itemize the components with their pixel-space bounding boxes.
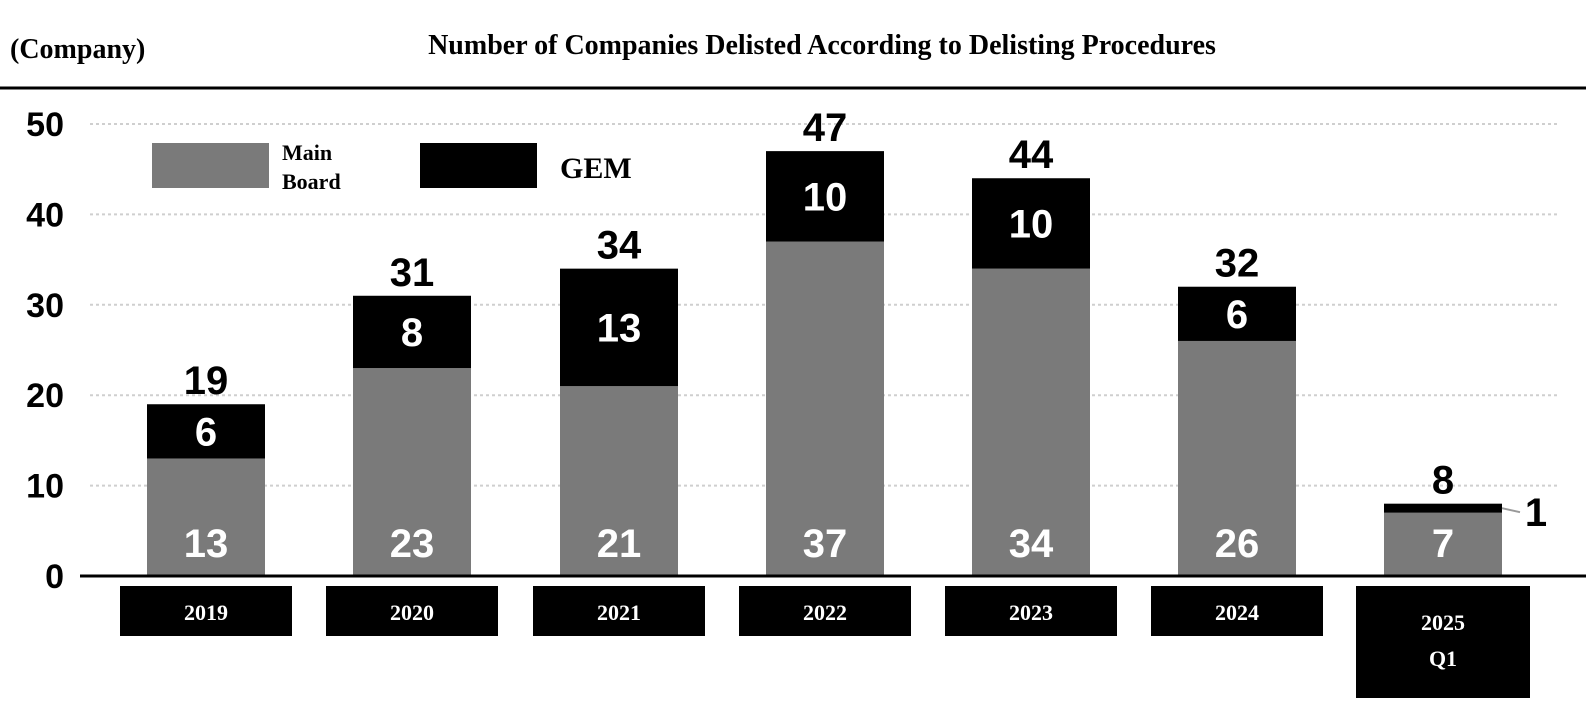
- data-label-total: 47: [803, 106, 848, 150]
- x-category-label: 2020: [390, 600, 434, 625]
- y-tick-label: 10: [26, 468, 64, 506]
- x-category-box: [1151, 586, 1323, 636]
- bar-main-board: [766, 241, 884, 576]
- bar-main-board: [353, 368, 471, 576]
- x-category-label: 2019: [184, 600, 228, 625]
- bar-main-board: [1384, 512, 1502, 576]
- x-category-box: [739, 586, 911, 636]
- bar-main-board: [972, 268, 1090, 576]
- x-category-label: 2022: [803, 600, 847, 625]
- legend-label-main-board-line2: Board: [282, 169, 341, 194]
- x-category-box: [326, 586, 498, 636]
- data-label-gem: 10: [803, 175, 848, 219]
- bar-gem: [972, 178, 1090, 269]
- bar-gem: [147, 404, 265, 459]
- legend: Main Board GEM: [152, 140, 632, 194]
- data-label-main-board: 21: [597, 522, 642, 566]
- data-label-total: 31: [390, 251, 435, 295]
- data-label-main-board: 34: [1009, 522, 1054, 566]
- bar-main-board: [1178, 340, 1296, 576]
- data-label-gem: 1: [1525, 491, 1547, 535]
- y-axis: 0 10 20 30 40 50: [26, 106, 64, 596]
- data-label-main-board: 13: [184, 522, 229, 566]
- y-tick-label: 50: [26, 106, 64, 144]
- x-category-label: 2025: [1421, 610, 1465, 635]
- legend-swatch-gem: [420, 143, 537, 188]
- data-label-main-board: 7: [1432, 522, 1454, 566]
- unit-label: (Company): [10, 34, 145, 65]
- data-label-total: 44: [1009, 133, 1054, 177]
- bar-main-board: [560, 386, 678, 576]
- x-category-label: Q1: [1429, 646, 1457, 671]
- legend-label-main-board-line1: Main: [282, 140, 332, 165]
- data-label-main-board: 26: [1215, 522, 1260, 566]
- x-category-label: 2021: [597, 600, 641, 625]
- data-label-main-board: 23: [390, 522, 435, 566]
- x-category-box: [533, 586, 705, 636]
- bar-gem: [766, 151, 884, 242]
- bar-main-board: [147, 458, 265, 576]
- legend-swatch-main-board: [152, 143, 269, 188]
- legend-label-gem: GEM: [560, 152, 632, 185]
- bar-gem: [560, 268, 678, 387]
- y-tick-label: 20: [26, 377, 64, 415]
- y-tick-label: 40: [26, 196, 64, 234]
- data-label-gem: 10: [1009, 202, 1054, 246]
- data-label-gem: 13: [597, 306, 642, 350]
- x-category-box: [945, 586, 1117, 636]
- x-axis-categories: 2019 2020 2021 2022 2023 2024 2025 Q1: [120, 586, 1530, 698]
- data-label-gem: 8: [401, 311, 423, 355]
- data-label-total: 34: [597, 224, 642, 268]
- bar-gem: [1384, 503, 1502, 513]
- chart-title: Number of Companies Delisted According t…: [428, 30, 1216, 61]
- x-category-label: 2023: [1009, 600, 1053, 625]
- data-label-total: 8: [1432, 459, 1454, 503]
- bars: 13 6 19 23 8 31 21 13 34 37 10 47 34 10 44 26 6 32 7 1 8: [147, 106, 1547, 576]
- data-label-total: 19: [184, 359, 229, 403]
- data-label-gem: 6: [195, 410, 217, 454]
- x-category-box: [1356, 586, 1530, 698]
- y-tick-label: 0: [45, 558, 64, 596]
- y-tick-label: 30: [26, 287, 64, 325]
- data-label-main-board: 37: [803, 522, 848, 566]
- x-category-label: 2024: [1215, 600, 1259, 625]
- bar-gem: [353, 295, 471, 369]
- x-category-box: [120, 586, 292, 636]
- bar-gem: [1178, 286, 1296, 341]
- data-label-gem: 6: [1226, 293, 1248, 337]
- data-label-total: 32: [1215, 242, 1260, 286]
- data-label-gem-leader: [1501, 507, 1521, 514]
